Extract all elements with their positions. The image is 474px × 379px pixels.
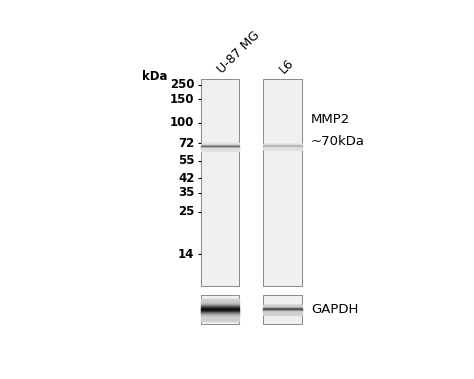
Text: 14: 14 — [178, 247, 194, 261]
Text: 42: 42 — [178, 172, 194, 185]
Bar — [201, 295, 239, 324]
Text: 35: 35 — [178, 186, 194, 199]
Text: MMP2: MMP2 — [311, 113, 350, 127]
Text: 250: 250 — [170, 78, 194, 91]
Text: GAPDH: GAPDH — [311, 303, 358, 316]
Text: U-87 MG: U-87 MG — [215, 29, 262, 76]
Bar — [263, 79, 302, 286]
Text: 150: 150 — [170, 93, 194, 106]
Bar — [201, 79, 239, 286]
Text: L6: L6 — [277, 56, 297, 76]
Text: 55: 55 — [178, 154, 194, 167]
Text: kDa: kDa — [142, 70, 168, 83]
Text: 72: 72 — [178, 137, 194, 150]
Text: 100: 100 — [170, 116, 194, 129]
Text: 25: 25 — [178, 205, 194, 218]
Bar — [263, 295, 302, 324]
Text: ~70kDa: ~70kDa — [311, 135, 365, 148]
